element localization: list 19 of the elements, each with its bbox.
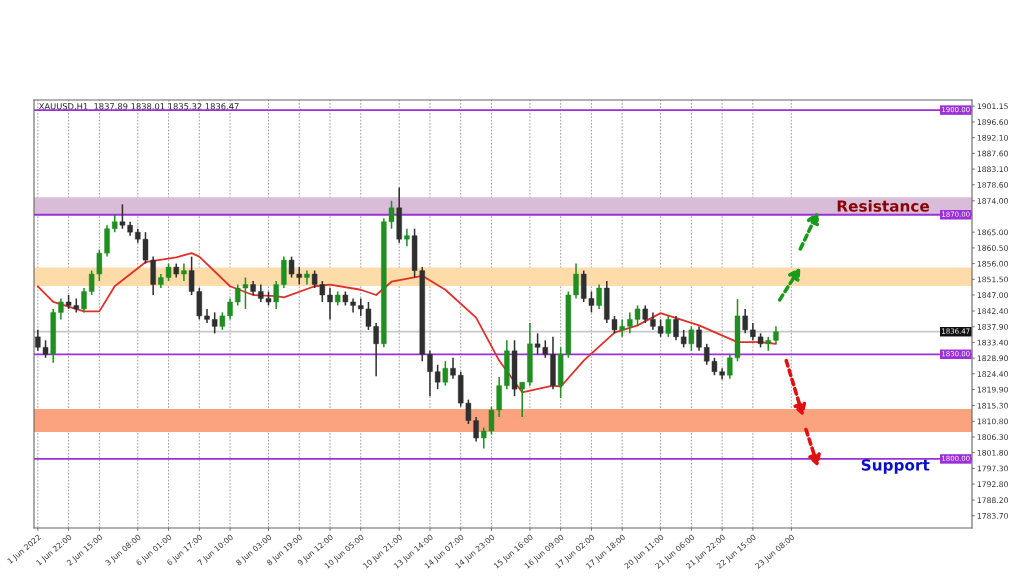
candlestick: [742, 308, 748, 335]
candlestick: [596, 283, 602, 310]
candlestick: [81, 287, 87, 314]
chart-title: XAUUSD,H1 1837.89 1838.01 1835.32 1836.47: [38, 103, 239, 111]
candlestick: [519, 381, 525, 418]
candlestick: [58, 297, 64, 321]
candlestick: [696, 325, 702, 352]
candlestick: [673, 315, 679, 342]
candlestick: [442, 360, 449, 387]
candlestick: [688, 325, 695, 352]
candlestick: [665, 315, 672, 338]
annotation: Resistance: [837, 199, 930, 212]
candlestick: [619, 318, 625, 338]
candlestick: [327, 287, 333, 321]
candlestick: [450, 357, 456, 380]
candlestick: [211, 311, 218, 335]
annotation: Support: [861, 459, 930, 474]
candlestick: [765, 336, 771, 352]
candlestick: [273, 280, 279, 310]
